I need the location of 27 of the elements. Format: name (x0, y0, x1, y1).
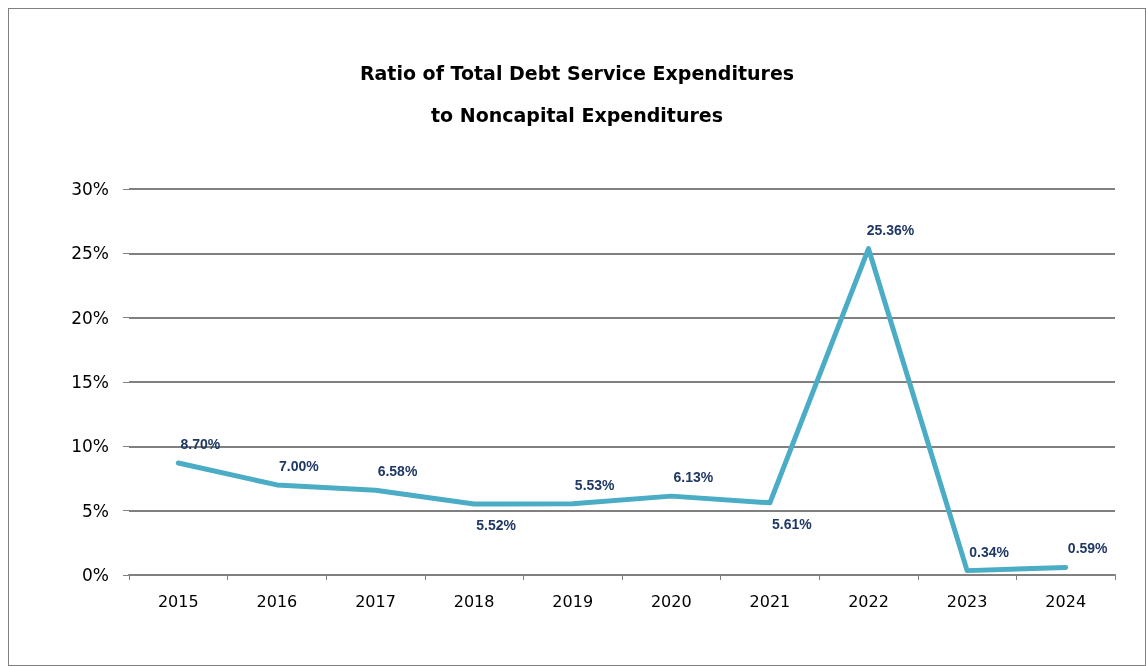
data-label: 6.58% (377, 463, 418, 480)
x-tick-label: 2016 (256, 591, 298, 611)
x-tick-label: 2023 (946, 591, 988, 611)
y-tick-label: 10% (71, 436, 109, 457)
x-tick-label: 2017 (355, 591, 396, 611)
data-label: 5.52% (476, 516, 517, 533)
chart-title: Ratio of Total Debt Service Expenditures to Noncapital Expenditures (359, 62, 795, 126)
x-tick-label: 2021 (749, 591, 791, 611)
y-tick-label: 0% (82, 565, 109, 585)
data-label: 0.34% (969, 543, 1010, 560)
x-tick-label: 2015 (157, 591, 199, 611)
x-tick-label: 2020 (650, 591, 692, 611)
y-tick-label: 25% (71, 243, 109, 264)
data-label: 25.36% (866, 221, 915, 238)
data-label: 5.53% (574, 476, 616, 493)
x-tick-label: 2022 (848, 591, 889, 611)
data-label: 6.13% (673, 469, 714, 486)
x-tick-label: 2024 (1045, 591, 1087, 611)
x-tick-label: 2019 (552, 591, 594, 611)
x-tick-label: 2018 (453, 591, 495, 611)
y-tick-label: 15% (71, 372, 109, 392)
y-tick-label: 20% (71, 307, 109, 328)
data-label: 0.59% (1067, 540, 1109, 557)
data-label: 5.61% (772, 515, 813, 532)
data-label: 7.00% (279, 457, 320, 474)
y-tick-label: 30% (71, 179, 109, 199)
y-tick-label: 5% (82, 500, 109, 521)
